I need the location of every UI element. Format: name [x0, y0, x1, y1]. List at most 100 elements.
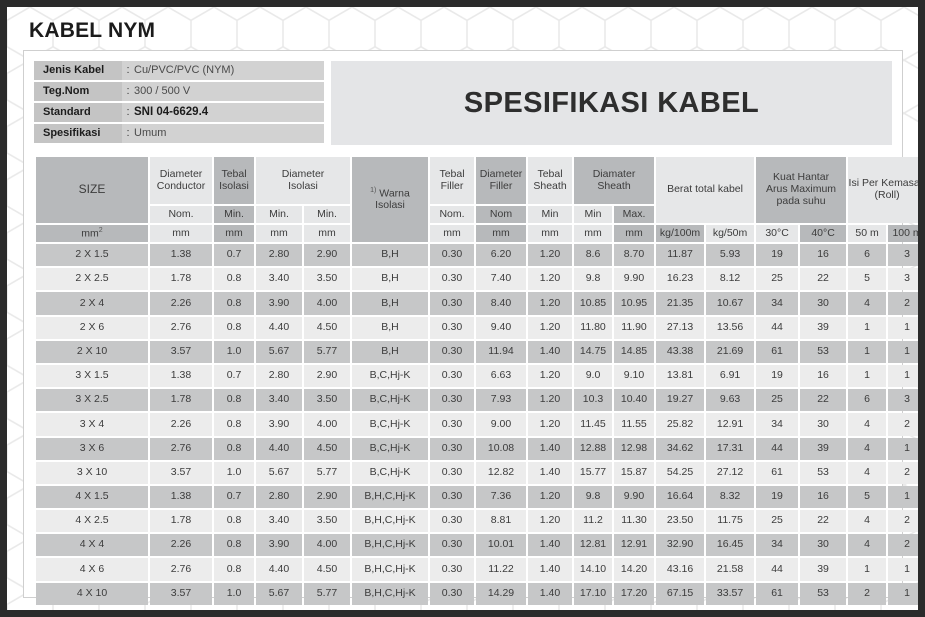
cell-isi_50m: 1: [848, 558, 887, 581]
cell-diam_sheath_max: 14.20: [614, 558, 655, 581]
cell-diam_filler_nom: 10.01: [476, 534, 527, 557]
cell-diam_isolasi_min2: 4.50: [304, 316, 351, 339]
info-colon-2: :: [126, 106, 130, 118]
cell-diam_filler_nom: 6.20: [476, 244, 527, 267]
cell-diam_sheath_max: 12.91: [614, 534, 655, 557]
cell-berat_kg50m: 16.45: [706, 534, 755, 557]
cell-diam_sheath_max: 9.90: [614, 268, 655, 291]
cell-tebal_filler_nom: 0.30: [430, 364, 475, 388]
cell-tebal_filler_nom: 0.30: [430, 558, 475, 581]
subhdr-tebal-sheath-min: Min: [528, 206, 573, 223]
top-bar: Jenis Kabel : Cu/PVC/PVC (NYM) Teg.Nom :…: [34, 61, 892, 145]
cell-diam_isolasi_min2: 2.90: [304, 364, 351, 388]
cell-diam_conductor_nom: 2.26: [150, 292, 212, 315]
info-row-standard: Standard : SNI 04-6629.4: [34, 103, 324, 122]
cell-diam_isolasi_min2: 2.90: [304, 485, 351, 509]
cell-berat_kg50m: 9.63: [706, 389, 755, 412]
col-group-diamater-sheath: Diamater Sheath: [574, 157, 655, 204]
cell-isi_100m: 2: [888, 461, 918, 484]
cell-tebal_filler_nom: 0.30: [430, 510, 475, 533]
cell-diam_sheath_min: 11.45: [574, 413, 613, 436]
cell-warna_isolasi: B,C,Hj-K: [352, 461, 429, 484]
cell-isi_50m: 4: [848, 534, 887, 557]
table-row: 2 X 6 2.76 0.8 4.40 4.50 B,H 0.30 9.40 1.20 11.80…: [36, 316, 918, 339]
unit-diam-filler: mm: [476, 225, 527, 242]
cell-berat_kg100m: 21.35: [656, 292, 705, 315]
cell-warna_isolasi: B,H: [352, 292, 429, 315]
cell-warna_isolasi: B,H: [352, 244, 429, 267]
unit-berat-kg50m: kg/50m: [706, 225, 755, 242]
cell-diam_sheath_max: 8.70: [614, 244, 655, 267]
cell-kha_40c: 22: [800, 389, 847, 412]
cell-warna_isolasi: B,H,C,Hj-K: [352, 582, 429, 605]
cell-diam_filler_nom: 12.82: [476, 461, 527, 484]
cell-isi_100m: 2: [888, 534, 918, 557]
cell-berat_kg100m: 43.16: [656, 558, 705, 581]
cell-diam_sheath_min: 11.80: [574, 316, 613, 339]
cell-isi_100m: 2: [888, 413, 918, 436]
table-row: 4 X 1.5 1.38 0.7 2.80 2.90 B,H,C,Hj-K 0.30 7.36…: [36, 485, 918, 509]
cell-diam_sheath_max: 11.55: [614, 413, 655, 436]
cell-tebal_isolasi_min: 0.8: [214, 534, 254, 557]
col-group-tebal-filler: Tebal Filler: [430, 157, 475, 204]
info-value-teg-nom: 300 / 500 V: [134, 85, 191, 97]
cell-warna_isolasi: B,H: [352, 316, 429, 339]
cell-isi_50m: 6: [848, 389, 887, 412]
cell-diam_isolasi_min2: 5.77: [304, 340, 351, 363]
cell-diam_conductor_nom: 2.76: [150, 316, 212, 339]
cell-size: 2 X 4: [36, 292, 148, 315]
cell-isi_50m: 1: [848, 364, 887, 388]
subhdr-diam-sheath-min: Min: [574, 206, 613, 223]
cell-tebal_filler_nom: 0.30: [430, 268, 475, 291]
cell-diam_sheath_min: 10.85: [574, 292, 613, 315]
table-row: 4 X 2.5 1.78 0.8 3.40 3.50 B,H,C,Hj-K 0.30 8.81…: [36, 510, 918, 533]
cell-diam_sheath_max: 17.20: [614, 582, 655, 605]
cell-diam_sheath_min: 15.77: [574, 461, 613, 484]
cell-size: 3 X 6: [36, 437, 148, 460]
cell-isi_50m: 4: [848, 292, 887, 315]
cell-berat_kg100m: 25.82: [656, 413, 705, 436]
cell-diam_filler_nom: 11.94: [476, 340, 527, 363]
cell-kha_30c: 61: [756, 461, 799, 484]
cell-diam_conductor_nom: 1.78: [150, 389, 212, 412]
cell-diam_isolasi_min1: 3.90: [256, 292, 302, 315]
col-group-diameter-filler: Diameter Filler: [476, 157, 527, 204]
cell-diam_isolasi_min2: 4.50: [304, 437, 351, 460]
table-row: 2 X 1.5 1.38 0.7 2.80 2.90 B,H 0.30 6.20 1.20 8.6…: [36, 244, 918, 267]
col-group-tebal-sheath: Tebal Sheath: [528, 157, 573, 204]
cell-warna_isolasi: B,C,Hj-K: [352, 437, 429, 460]
unit-tebal-filler: mm: [430, 225, 475, 242]
cell-diam_sheath_min: 14.10: [574, 558, 613, 581]
cell-berat_kg50m: 6.91: [706, 364, 755, 388]
cell-tebal_sheath_min: 1.20: [528, 364, 573, 388]
cell-diam_isolasi_min1: 5.67: [256, 340, 302, 363]
cell-berat_kg100m: 16.64: [656, 485, 705, 509]
cell-berat_kg50m: 11.75: [706, 510, 755, 533]
cell-size: 2 X 6: [36, 316, 148, 339]
cell-isi_50m: 4: [848, 510, 887, 533]
cell-kha_40c: 30: [800, 413, 847, 436]
unit-diam-isolasi-1: mm: [256, 225, 302, 242]
info-label-spesifikasi: Spesifikasi: [34, 124, 122, 143]
info-value-standard: SNI 04-6629.4: [134, 106, 209, 118]
cell-tebal_isolasi_min: 1.0: [214, 340, 254, 363]
cell-diam_filler_nom: 10.08: [476, 437, 527, 460]
cell-tebal_filler_nom: 0.30: [430, 582, 475, 605]
page-title: KABEL NYM: [29, 19, 156, 42]
table-row: 3 X 1.5 1.38 0.7 2.80 2.90 B,C,Hj-K 0.30 6.63 1.…: [36, 364, 918, 388]
unit-tebal-isolasi: mm: [214, 225, 254, 242]
subhdr-diam-filler-nom: Nom: [476, 206, 527, 223]
cell-kha_30c: 19: [756, 485, 799, 509]
cell-kha_40c: 39: [800, 437, 847, 460]
cell-diam_isolasi_min2: 3.50: [304, 268, 351, 291]
cell-size: 2 X 10: [36, 340, 148, 363]
cell-warna_isolasi: B,H,C,Hj-K: [352, 510, 429, 533]
cell-isi_100m: 1: [888, 437, 918, 460]
poster-canvas: KABEL NYM Jenis Kabel : Cu/PVC/PVC (NYM)…: [7, 7, 918, 610]
cell-berat_kg100m: 34.62: [656, 437, 705, 460]
cell-diam_sheath_max: 10.40: [614, 389, 655, 412]
cell-diam_isolasi_min2: 2.90: [304, 244, 351, 267]
cell-tebal_isolasi_min: 0.8: [214, 558, 254, 581]
info-value-spesifikasi: Umum: [134, 127, 167, 139]
cell-diam_isolasi_min2: 3.50: [304, 389, 351, 412]
